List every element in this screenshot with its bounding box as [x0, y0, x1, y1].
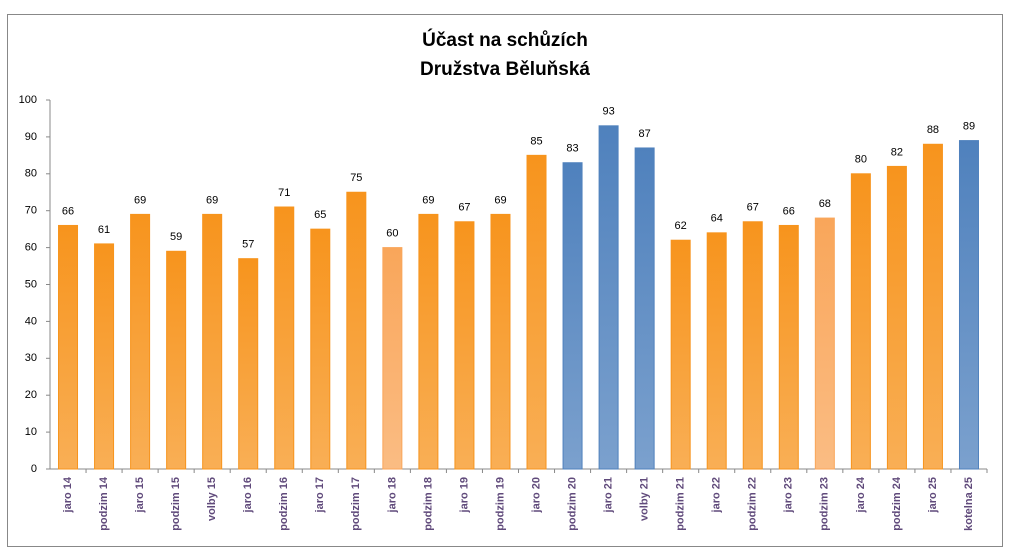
bar — [634, 147, 655, 470]
value-label: 83 — [566, 143, 578, 155]
value-label: 93 — [602, 106, 614, 118]
bar — [166, 250, 187, 470]
y-tick-label: 60 — [25, 242, 37, 254]
bar — [238, 258, 259, 470]
x-tick-label: jaro 14 — [62, 476, 74, 513]
value-label: 59 — [170, 231, 182, 243]
bar — [922, 143, 943, 470]
x-tick-label: podzim 20 — [566, 477, 578, 531]
x-tick-label: podzim 19 — [494, 477, 506, 531]
x-tick-label: podzim 18 — [422, 477, 434, 531]
y-tick-label: 40 — [25, 315, 37, 327]
x-tick-label: jaro 25 — [927, 477, 939, 513]
bar — [778, 224, 799, 470]
bar — [382, 247, 403, 470]
value-label: 61 — [98, 224, 110, 236]
y-tick-label: 20 — [25, 389, 37, 401]
value-label: 60 — [386, 228, 398, 240]
x-tick-label: jaro 21 — [603, 477, 615, 513]
value-label: 64 — [711, 213, 723, 225]
value-label: 68 — [819, 198, 831, 210]
x-tick-label: jaro 24 — [855, 476, 867, 513]
y-tick-label: 100 — [19, 94, 37, 106]
bar — [274, 206, 295, 470]
value-label: 88 — [927, 124, 939, 136]
value-label: 69 — [494, 194, 506, 206]
value-label: 65 — [314, 209, 326, 221]
value-label: 66 — [62, 205, 74, 217]
y-tick-label: 70 — [25, 205, 37, 217]
bar — [58, 224, 79, 470]
bar — [598, 125, 619, 470]
chart-title: Účast na schůzích — [422, 29, 588, 51]
x-tick-label: podzim 14 — [98, 476, 110, 531]
x-tick-label: kotelna 25 — [963, 477, 975, 531]
y-tick-label: 10 — [25, 426, 37, 438]
bar — [130, 213, 151, 470]
x-tick-label: jaro 17 — [314, 477, 326, 513]
x-tick-label: podzim 17 — [350, 477, 362, 531]
y-tick-label: 30 — [25, 352, 37, 364]
value-label: 69 — [206, 194, 218, 206]
value-label: 82 — [891, 146, 903, 158]
bar — [742, 221, 763, 470]
value-label: 66 — [783, 205, 795, 217]
x-tick-label: podzim 15 — [170, 477, 182, 531]
value-label: 71 — [278, 187, 290, 199]
value-label: 67 — [458, 202, 470, 214]
x-tick-label: podzim 23 — [819, 477, 831, 531]
x-tick-label: jaro 22 — [711, 477, 723, 513]
value-label: 75 — [350, 172, 362, 184]
x-tick-label: podzim 22 — [747, 477, 759, 531]
bar — [94, 243, 115, 470]
x-tick-label: jaro 16 — [242, 477, 254, 513]
bar — [454, 221, 475, 470]
value-label: 89 — [963, 120, 975, 132]
bar — [562, 162, 583, 470]
y-tick-label: 80 — [25, 168, 37, 180]
value-label: 69 — [134, 194, 146, 206]
value-label: 80 — [855, 154, 867, 166]
x-tick-label: jaro 23 — [783, 477, 795, 513]
value-label: 69 — [422, 194, 434, 206]
bar — [850, 173, 871, 470]
x-tick-label: jaro 15 — [134, 477, 146, 513]
value-label: 85 — [530, 135, 542, 147]
y-tick-label: 50 — [25, 278, 37, 290]
value-label: 87 — [639, 128, 651, 140]
x-tick-label: jaro 18 — [386, 477, 398, 513]
value-label: 67 — [747, 202, 759, 214]
x-tick-label: jaro 19 — [458, 477, 470, 513]
bar — [418, 213, 439, 470]
bar — [706, 232, 727, 470]
x-tick-label: volby 15 — [206, 477, 218, 521]
value-label: 62 — [675, 220, 687, 232]
chart-title: Družstva Běluňská — [420, 59, 590, 80]
bar — [670, 239, 691, 470]
y-tick-label: 90 — [25, 131, 37, 143]
x-tick-label: jaro 20 — [530, 477, 542, 513]
x-tick-label: volby 21 — [639, 477, 651, 521]
bar — [814, 217, 835, 470]
x-tick-label: podzim 16 — [278, 477, 290, 531]
bar — [202, 213, 223, 470]
bar — [886, 165, 907, 470]
bar — [346, 191, 367, 470]
value-label: 57 — [242, 239, 254, 251]
bar — [310, 228, 331, 470]
bar — [490, 213, 511, 470]
bar — [526, 154, 547, 470]
y-tick-label: 0 — [31, 463, 37, 475]
bar — [958, 140, 979, 470]
x-tick-label: podzim 24 — [891, 476, 903, 531]
x-tick-label: podzim 21 — [675, 477, 687, 531]
